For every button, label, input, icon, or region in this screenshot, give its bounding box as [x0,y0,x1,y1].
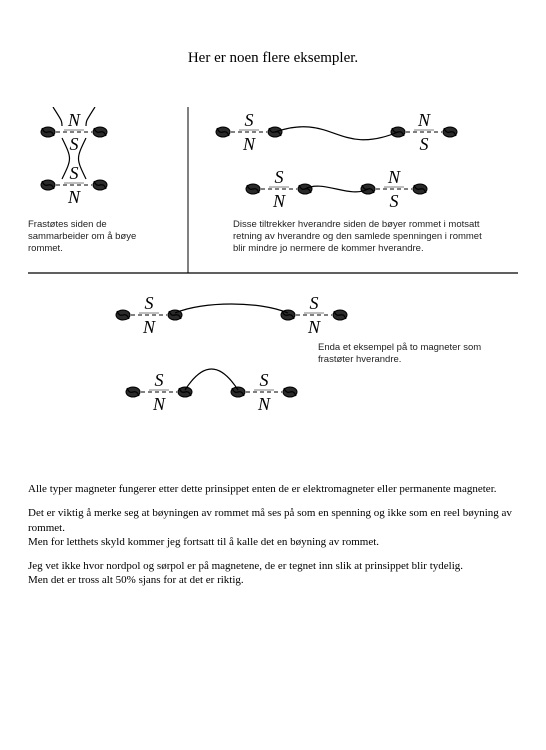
svg-text:N: N [307,317,321,337]
left-caption: Frastøtes siden de sammarbeider om å bøy… [28,219,148,255]
svg-text:S: S [420,134,429,154]
svg-text:S: S [310,293,319,313]
svg-text:N: N [417,110,431,130]
svg-text:S: S [70,134,79,154]
paragraph-2: Det er viktig å merke seg at bøyningen a… [28,506,518,549]
svg-text:S: S [260,370,269,390]
svg-text:S: S [70,163,79,183]
page: Her er noen flere eksempler. NSSNSNNSSNN… [0,0,546,750]
paragraph-3: Jeg vet ikke hvor nordpol og sørpol er p… [28,559,518,588]
svg-text:N: N [272,191,286,211]
svg-text:N: N [257,394,271,414]
svg-text:N: N [67,187,81,207]
body-text: Alle typer magneter fungerer etter dette… [28,482,518,588]
right-caption: Disse tiltrekker hverandre siden de bøye… [233,219,483,255]
svg-text:S: S [275,167,284,187]
svg-text:N: N [142,317,156,337]
paragraph-1: Alle typer magneter fungerer etter dette… [28,482,518,496]
svg-text:S: S [145,293,154,313]
lower-caption: Enda et eksempel på to magneter som fras… [318,342,488,366]
page-title: Her er noen flere eksempler. [28,50,518,67]
diagram-svg: NSSNSNNSSNNSSNSNSNSN [28,107,518,447]
svg-text:S: S [155,370,164,390]
svg-text:N: N [242,134,256,154]
svg-text:S: S [390,191,399,211]
diagram-area: NSSNSNNSSNNSSNSNSNSN Frastøtes siden de … [28,107,518,452]
svg-text:S: S [245,110,254,130]
svg-text:N: N [67,110,81,130]
svg-text:N: N [152,394,166,414]
svg-text:N: N [387,167,401,187]
